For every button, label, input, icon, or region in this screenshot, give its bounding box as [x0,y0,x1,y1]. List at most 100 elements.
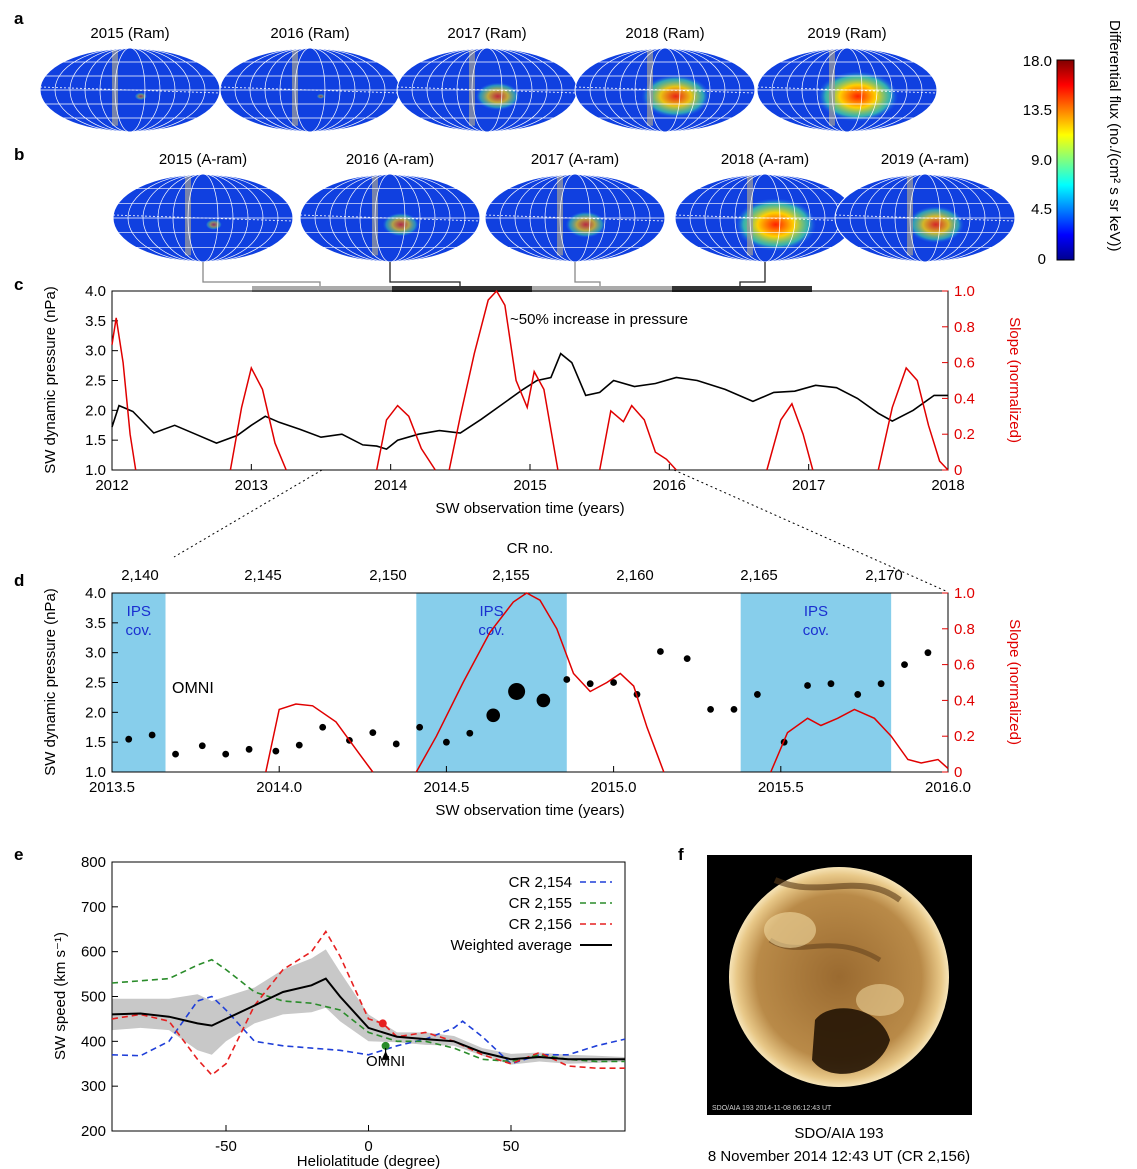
omni-point [295,741,303,749]
y-tick-label: 3.5 [85,615,106,632]
ram-maps-row: 2015 (Ram) 2016 (Ram) 2017 (Ram) 2018 (Ram)… [39,25,938,133]
map-title: 2016 (A-ram) [346,151,434,168]
y-axis-label: SW dynamic pressure (nPa) [42,286,59,474]
flux-hotspot [134,92,147,101]
x-tick-label: 2016.0 [925,779,971,796]
x-axis-label: Heliolatitude (degree) [297,1153,440,1169]
cr-tick-label: 2,155 [492,567,530,584]
sun-caption-date: 8 November 2014 12:43 UT (CR 2,156) [708,1148,970,1165]
ips-coverage-label: IPS cov. [126,603,152,639]
colorbar-label: Differential flux (no./(cm² s sr keV)) [1106,20,1123,251]
slope-line [448,289,559,471]
x-tick-label: 2018 [931,477,964,494]
flux-map: 2015 (A-ram) [112,151,294,263]
y-tick-label: 3.5 [85,313,106,330]
map-title: 2016 (Ram) [270,25,349,42]
y2-tick-label: 0 [954,462,962,479]
slope-line [265,703,374,773]
panel-e-chart: -50 0 50 200 300 400 500 600 700 800 CR 2,154 CR 2,… [52,854,626,1169]
y-tick-label: 1.5 [85,432,106,449]
x-tick-label: 2015.5 [758,779,804,796]
flux-map: 2018 (Ram) [574,25,756,133]
omni-point [319,723,327,731]
omni-point [586,680,594,688]
zoom-line-left [173,469,323,558]
x-tick-label: 50 [503,1138,520,1155]
flux-map: 2017 (A-ram) [484,151,666,263]
panel-letter-a: a [14,9,24,28]
x-tick-label: 0 [364,1138,372,1155]
y-tick-label: 1.5 [85,734,106,751]
flux-map: 2015 (Ram) [39,25,221,133]
sun-overlay-label: SDO/AIA 193 2014-11-08 06:12:43 UT [712,1105,832,1112]
map-title: 2018 (Ram) [625,25,704,42]
y2-tick-label: 1.0 [954,585,975,602]
legend-label: CR 2,156 [509,916,572,933]
omni-label: OMNI [366,1053,405,1070]
map-title: 2017 (Ram) [447,25,526,42]
y-tick-label: 600 [81,944,106,961]
cr-tick-label: 2,170 [865,567,903,584]
y2-tick-label: 0.4 [954,692,975,709]
flux-map: 2018 (A-ram) [674,151,856,263]
colorbar-tick: 18.0 [1023,53,1052,70]
omni-point [924,649,932,657]
flux-hotspot [205,219,222,230]
slope-line [770,708,949,773]
x-tick-label: 2013.5 [89,779,135,796]
map-title: 2019 (Ram) [807,25,886,42]
y2-tick-label: 0.6 [954,657,975,674]
panel-c-chart: 2012 2013 2014 2015 2016 2017 2018 1.0 1.5 2.0 2.5… [42,283,1023,517]
y2-tick-label: 0.2 [954,728,975,745]
x-tick-label: 2017 [792,477,825,494]
cr-tick-label: 2,140 [121,567,159,584]
omni-point [392,740,400,748]
slope-line [111,317,137,471]
cr-tick-label: 2,150 [369,567,407,584]
colorbar-tick: 9.0 [1031,152,1052,169]
slope-line [415,592,665,773]
x-tick-label: 2015.0 [591,779,637,796]
omni-point [466,729,474,737]
y-axis-label: SW dynamic pressure (nPa) [42,588,59,776]
slope-line [766,402,814,471]
omni-point [683,655,691,663]
omni-point [416,723,424,731]
ips-coverage-line: IPS [479,603,503,620]
y-tick-label: 3.0 [85,343,106,360]
y2-tick-label: 0.8 [954,621,975,638]
x-tick-label: -50 [215,1138,237,1155]
ips-coverage-line: IPS [804,603,828,620]
omni-point [563,676,571,683]
y2-tick-label: 0.2 [954,426,975,443]
x-axis-label: SW observation time (years) [435,500,624,517]
y-tick-label: 4.0 [85,585,106,602]
omni-point [198,742,206,750]
panel-letter-e: e [14,845,23,864]
omni-point [245,745,253,753]
y-tick-label: 300 [81,1078,106,1095]
omni-point [369,729,377,737]
sun-caption-instrument: SDO/AIA 193 [794,1125,883,1142]
omni-point [508,682,526,700]
flux-map: 2017 (Ram) [396,25,578,133]
omni-point [707,705,714,713]
x-tick-label: 2015 [513,477,546,494]
y-tick-label: 2.0 [85,402,106,419]
flux-hotspot [817,71,899,122]
y-tick-label: 2.0 [85,704,106,721]
omni-point [877,680,885,688]
omni-point [827,680,835,688]
colorbar-gradient [1056,59,1075,261]
panel-letter-d: d [14,571,24,590]
omni-point [804,682,811,689]
ips-coverage-line: cov. [803,622,829,639]
weighted-average-line [111,977,625,1061]
omni-point [272,747,280,755]
flux-hotspot [475,82,521,111]
y-tick-label: 3.0 [85,645,106,662]
y-tick-label: 800 [81,854,106,871]
y-axis-label: SW speed (km s⁻¹) [52,932,69,1060]
omni-point [854,691,862,698]
y-tick-label: 400 [81,1033,106,1050]
